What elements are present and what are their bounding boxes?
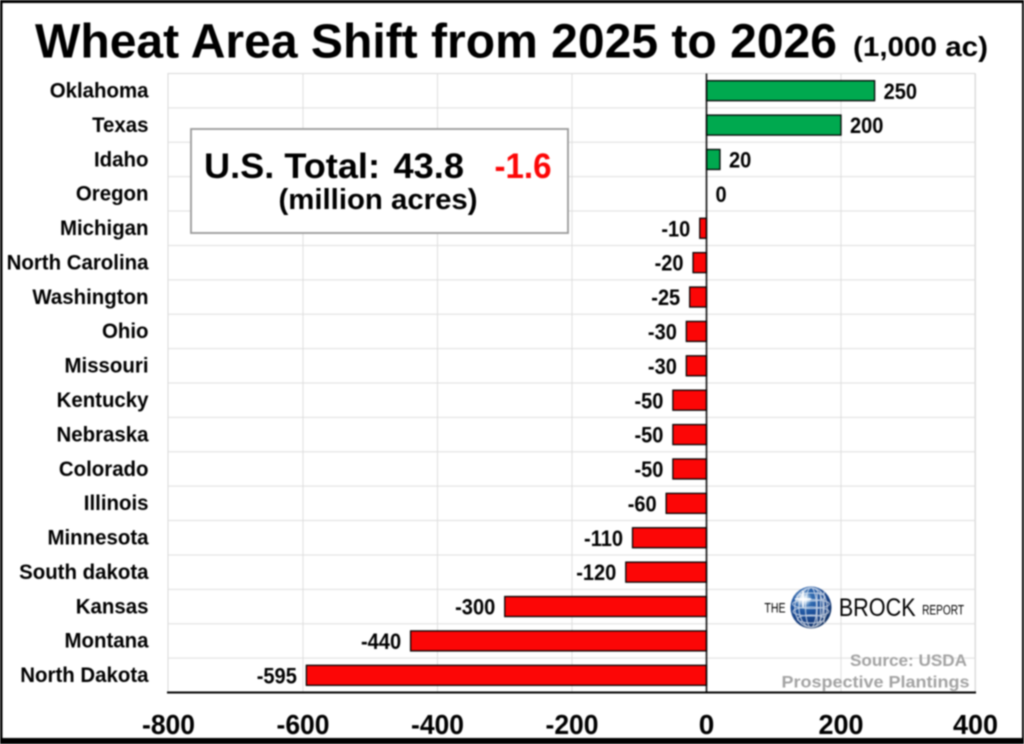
svg-text:Montana: Montana bbox=[65, 629, 150, 653]
svg-text:Kentucky: Kentucky bbox=[57, 388, 149, 412]
svg-text:-595: -595 bbox=[257, 663, 297, 688]
svg-text:Oregon: Oregon bbox=[76, 182, 149, 206]
svg-text:North Carolina: North Carolina bbox=[7, 250, 150, 274]
svg-text:-440: -440 bbox=[361, 629, 401, 654]
svg-text:Source: USDA: Source: USDA bbox=[850, 652, 967, 670]
svg-text:400: 400 bbox=[953, 709, 998, 740]
svg-text:-110: -110 bbox=[584, 526, 623, 551]
svg-text:Washington: Washington bbox=[32, 285, 148, 309]
svg-text:(million acres): (million acres) bbox=[279, 184, 478, 216]
svg-text:BROCK: BROCK bbox=[839, 595, 916, 622]
svg-text:REPORT: REPORT bbox=[922, 603, 964, 618]
svg-text:-25: -25 bbox=[651, 285, 680, 310]
svg-text:Michigan: Michigan bbox=[60, 216, 149, 240]
svg-text:-600: -600 bbox=[277, 709, 330, 740]
svg-text:-30: -30 bbox=[648, 320, 677, 345]
svg-text:North Dakota: North Dakota bbox=[20, 663, 149, 687]
svg-text:-50: -50 bbox=[634, 388, 663, 413]
svg-text:THE: THE bbox=[764, 600, 785, 616]
svg-text:0: 0 bbox=[716, 182, 727, 207]
svg-text:-50: -50 bbox=[634, 423, 663, 448]
svg-text:(1,000 ac): (1,000 ac) bbox=[853, 31, 988, 62]
svg-text:-120: -120 bbox=[576, 560, 616, 585]
svg-text:Prospective Plantings: Prospective Plantings bbox=[782, 674, 970, 692]
svg-text:Ohio: Ohio bbox=[102, 319, 149, 343]
svg-text:0: 0 bbox=[699, 709, 715, 740]
svg-text:-800: -800 bbox=[142, 709, 195, 740]
svg-text:250: 250 bbox=[884, 79, 917, 104]
svg-text:Kansas: Kansas bbox=[76, 594, 149, 618]
svg-text:-400: -400 bbox=[411, 709, 464, 740]
svg-text:-20: -20 bbox=[655, 251, 684, 276]
svg-text:Oklahoma: Oklahoma bbox=[50, 78, 150, 102]
svg-text:200: 200 bbox=[819, 709, 864, 740]
svg-text:43.8: 43.8 bbox=[394, 147, 465, 186]
svg-text:200: 200 bbox=[850, 113, 883, 138]
svg-text:-60: -60 bbox=[628, 491, 657, 516]
svg-text:-50: -50 bbox=[634, 457, 663, 482]
svg-text:Colorado: Colorado bbox=[59, 457, 149, 481]
svg-text:Minnesota: Minnesota bbox=[48, 526, 150, 550]
svg-text:20: 20 bbox=[729, 148, 751, 173]
svg-text:-10: -10 bbox=[661, 216, 690, 241]
svg-text:-200: -200 bbox=[546, 709, 599, 740]
svg-text:-300: -300 bbox=[455, 595, 495, 620]
svg-text:U.S. Total:: U.S. Total: bbox=[204, 147, 380, 186]
svg-text:Nebraska: Nebraska bbox=[57, 422, 150, 446]
svg-text:South dakota: South dakota bbox=[19, 560, 149, 584]
svg-text:-30: -30 bbox=[648, 354, 677, 379]
svg-text:Missouri: Missouri bbox=[65, 354, 149, 378]
svg-text:Wheat Area Shift from 2025 to: Wheat Area Shift from 2025 to 2026 bbox=[35, 16, 837, 69]
svg-text:Illinois: Illinois bbox=[84, 491, 149, 515]
svg-text:Idaho: Idaho bbox=[94, 147, 149, 171]
svg-text:-1.6: -1.6 bbox=[495, 147, 552, 186]
svg-text:Texas: Texas bbox=[92, 113, 148, 137]
